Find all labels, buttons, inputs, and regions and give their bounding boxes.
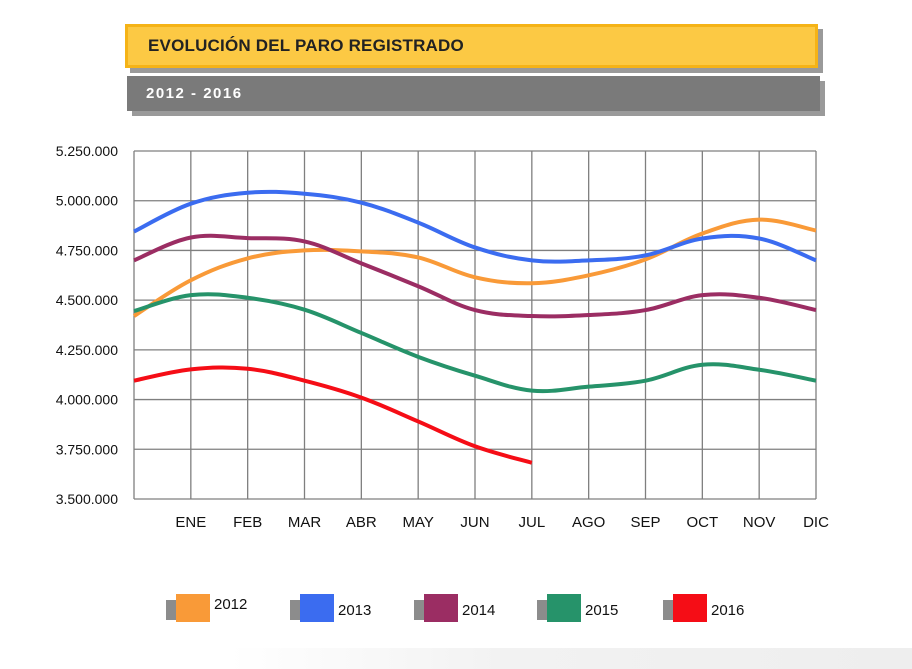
y-tick-label: 5.000.000 [56,193,118,209]
legend-swatch-2012 [176,594,210,622]
legend-label-2015: 2015 [585,602,619,619]
chart-title: EVOLUCIÓN DEL PARO REGISTRADO [148,36,464,55]
bottom-fade [230,648,912,669]
title-banner: EVOLUCIÓN DEL PARO REGISTRADO [125,24,818,68]
y-tick-label: 4.500.000 [56,292,118,308]
x-tick-label: MAY [402,514,433,531]
y-tick-label: 3.750.000 [56,441,118,457]
y-tick-label: 5.250.000 [56,143,118,159]
legend-label-2013: 2013 [338,602,372,619]
legend-swatch-2013 [300,594,334,622]
series-line-2012 [132,217,817,318]
x-tick-label: AGO [572,514,605,531]
x-tick-label: MAR [288,514,322,531]
x-tick-label: JUN [460,514,489,531]
series-line-2016 [133,365,533,465]
x-tick-label: ENE [175,514,206,531]
series-line-2013 [133,189,817,264]
legend-label-2014: 2014 [462,602,496,619]
y-tick-label: 4.250.000 [56,342,118,358]
x-tick-label: OCT [686,514,718,531]
y-tick-label: 4.000.000 [56,392,118,408]
subtitle-banner: 2012 - 2016 [127,76,820,111]
x-tick-label: JUL [518,514,545,531]
x-tick-label: DIC [803,514,829,531]
x-tick-label: ABR [346,514,377,531]
legend-swatch-2016 [673,594,707,622]
chart-subtitle: 2012 - 2016 [146,85,243,102]
x-tick-label: SEP [630,514,660,531]
legend-label-2016: 2016 [711,602,745,619]
series-line-2014 [133,233,817,319]
x-tick-label: FEB [233,514,262,531]
legend-label-2012: 2012 [214,596,248,613]
y-tick-label: 4.750.000 [56,242,118,258]
y-tick-label: 3.500.000 [56,491,118,507]
legend-swatch-2014 [424,594,458,622]
series-line-2015 [133,292,817,394]
legend-swatch-2015 [547,594,581,622]
x-tick-label: NOV [743,514,776,531]
